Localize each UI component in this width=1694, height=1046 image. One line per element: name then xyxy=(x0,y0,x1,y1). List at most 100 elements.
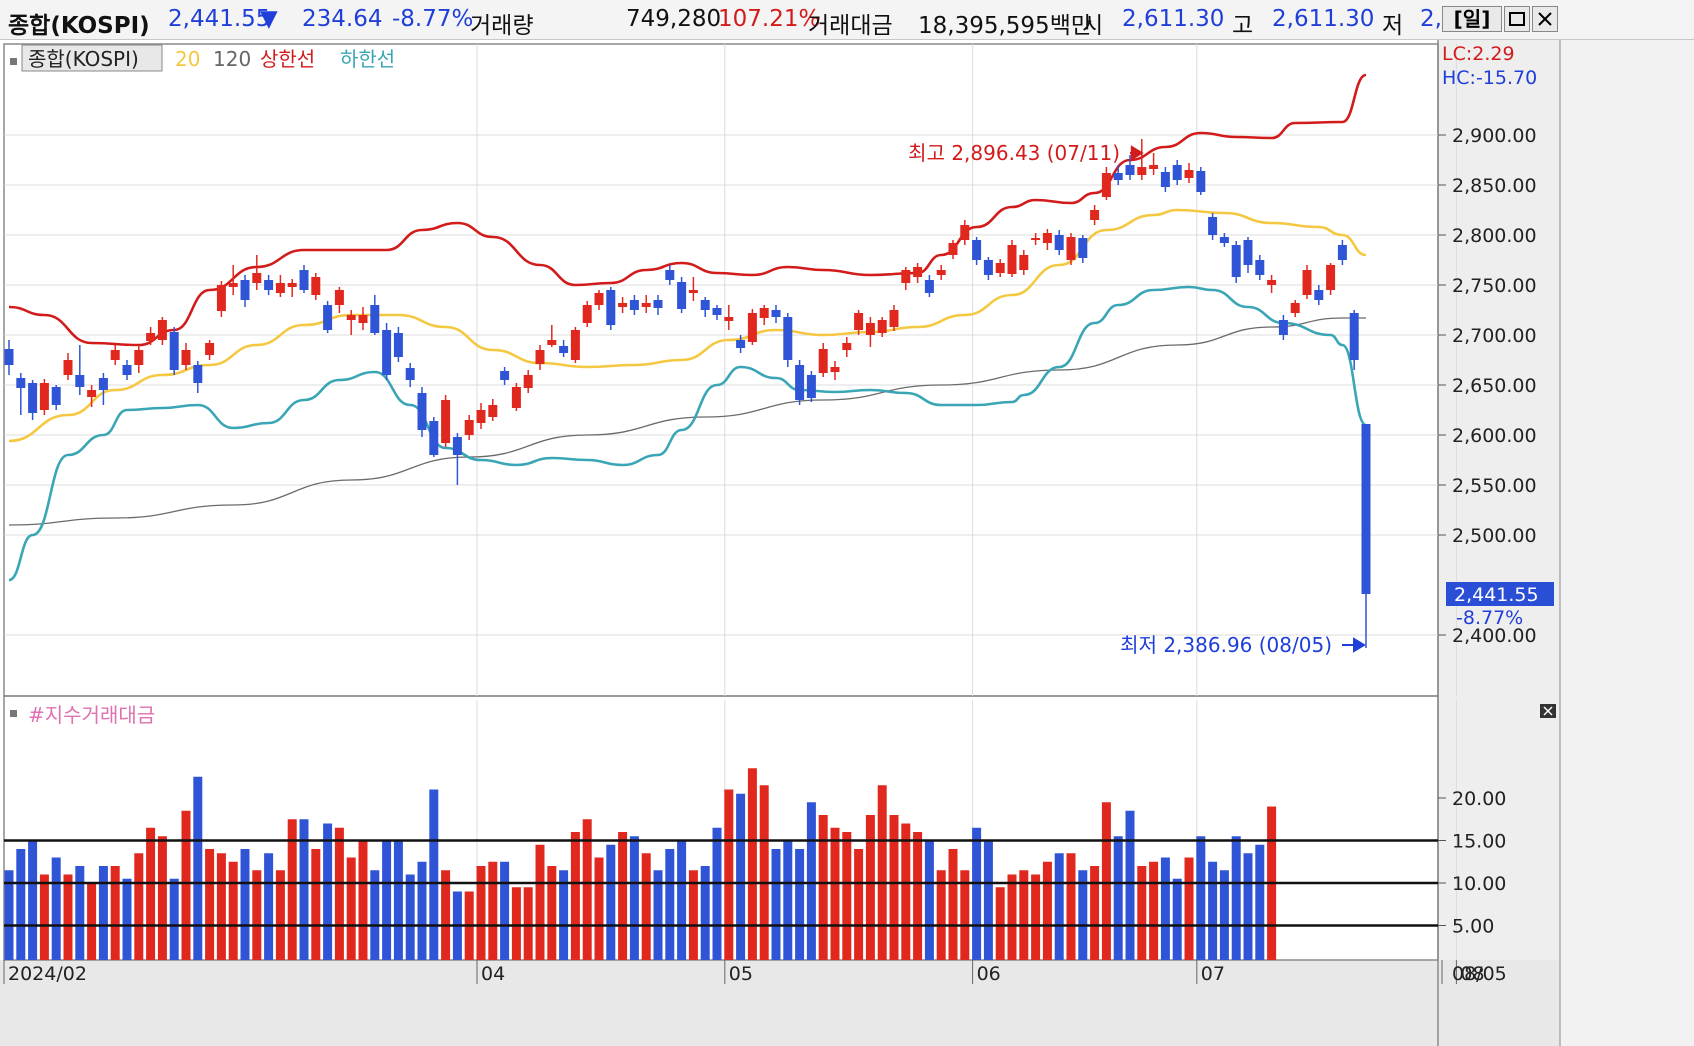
candle xyxy=(854,310,864,335)
volume-toggle-icon[interactable] xyxy=(10,710,17,717)
amount-label: 거래대금 xyxy=(808,13,893,39)
candle xyxy=(653,295,663,315)
candle-body xyxy=(51,387,61,405)
candle-body xyxy=(299,270,309,290)
candle xyxy=(358,307,368,330)
candle xyxy=(948,240,958,259)
candle xyxy=(87,385,97,407)
panel-close-icon[interactable] xyxy=(1540,704,1556,718)
legend-upper: 상한선 xyxy=(260,47,315,71)
volume-bar xyxy=(795,849,805,960)
candle-body xyxy=(39,383,49,410)
candle xyxy=(39,379,49,415)
candle xyxy=(181,343,191,370)
maximize-icon[interactable] xyxy=(1504,6,1530,32)
candle xyxy=(452,433,462,485)
volume-ratio: 107.21% xyxy=(718,6,821,32)
volume-bar xyxy=(441,870,451,960)
candle-body xyxy=(287,283,297,287)
candle xyxy=(688,277,698,301)
candle-body xyxy=(4,349,14,365)
candle xyxy=(771,305,781,323)
candle xyxy=(157,317,167,345)
low-value: 2, xyxy=(1420,6,1442,32)
volume-bar xyxy=(1066,853,1076,960)
candle xyxy=(1172,160,1182,185)
candle-body xyxy=(1007,245,1017,274)
volume-bars xyxy=(4,768,1438,960)
candle xyxy=(1101,167,1111,200)
candle-body xyxy=(747,313,757,342)
candle xyxy=(972,237,982,265)
candle-body xyxy=(901,270,911,283)
candle xyxy=(830,361,840,380)
volume-bar xyxy=(122,878,132,960)
volume-bar xyxy=(629,836,639,960)
volume-bar xyxy=(854,849,864,960)
volume-bar xyxy=(724,789,734,960)
candle-body xyxy=(842,343,852,350)
volume-bar xyxy=(736,793,746,960)
candle-body xyxy=(193,365,203,383)
candle-body xyxy=(1267,280,1277,285)
candle-body xyxy=(1184,170,1194,178)
candle-body xyxy=(877,320,887,333)
candle-body xyxy=(429,421,439,455)
volume-bar xyxy=(783,840,793,960)
candle-body xyxy=(1290,303,1300,313)
legend-toggle-icon[interactable] xyxy=(10,58,17,65)
candle xyxy=(405,363,415,387)
chart-frame xyxy=(0,40,1694,1046)
candle xyxy=(936,265,946,280)
candle xyxy=(28,380,38,420)
price-tick-label: 2,550.00 xyxy=(1452,475,1537,497)
close-icon[interactable] xyxy=(1532,6,1558,32)
current-price-label: 2,441.55 xyxy=(1454,584,1539,606)
volume-bar xyxy=(39,874,49,960)
candle xyxy=(476,403,486,429)
candle-body xyxy=(264,280,274,290)
x-axis-background xyxy=(0,960,1694,1046)
candle xyxy=(795,360,805,405)
price-tick-label: 2,700.00 xyxy=(1452,325,1537,347)
volume-bar xyxy=(677,840,687,960)
candle xyxy=(500,367,510,385)
x-tick-label: 08 xyxy=(1460,963,1484,985)
candle-body xyxy=(712,308,722,315)
price-change: 234.64 xyxy=(302,6,383,32)
volume-bar xyxy=(1090,866,1100,960)
high-value: 2,611.30 xyxy=(1272,6,1375,32)
period-day-button[interactable]: [일] xyxy=(1442,6,1502,32)
low-label: 저 xyxy=(1382,13,1404,39)
volume-bar xyxy=(334,827,344,960)
price-tick-label: 2,400.00 xyxy=(1452,625,1537,647)
down-arrow-icon: ▼ xyxy=(260,6,278,32)
x-tick-label: 05 xyxy=(729,963,753,985)
candle-body xyxy=(252,273,262,283)
candle-body xyxy=(476,410,486,423)
volume-tick-label: 20.00 xyxy=(1452,788,1506,810)
x-tick-label: 2024/02 xyxy=(8,963,87,985)
volume-bar xyxy=(240,849,250,960)
candle xyxy=(1054,230,1064,255)
volume-bar xyxy=(995,887,1005,960)
candle-body xyxy=(1302,270,1312,295)
volume-bar xyxy=(759,785,769,960)
volume-bar xyxy=(252,870,262,960)
candle xyxy=(842,337,852,357)
legend-series-box[interactable] xyxy=(21,44,163,72)
candle-body xyxy=(500,371,510,380)
candle-body xyxy=(889,310,899,327)
candle-body xyxy=(334,290,344,305)
volume-bar xyxy=(181,810,191,960)
candle xyxy=(287,279,297,297)
candle-body xyxy=(216,285,226,311)
volume-bar xyxy=(1255,844,1265,960)
candle-body xyxy=(134,350,144,365)
volume-bar xyxy=(747,768,757,960)
price-tick-label: 2,650.00 xyxy=(1452,375,1537,397)
candle xyxy=(1196,167,1206,195)
candle-body xyxy=(98,378,108,390)
volume-tick-label: 15.00 xyxy=(1452,831,1506,853)
candle xyxy=(1314,285,1324,305)
